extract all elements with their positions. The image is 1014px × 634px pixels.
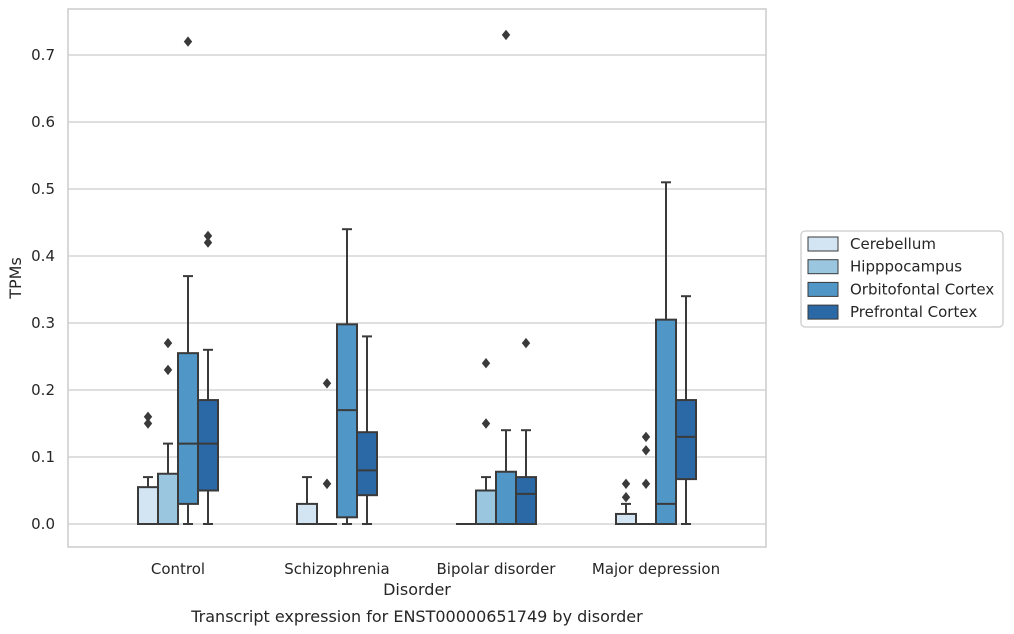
box-orbitofontal-cortex (177, 36, 199, 525)
outlier-point (621, 492, 631, 503)
x-tick-label: Control (151, 560, 205, 578)
box-orbitofontal-cortex (336, 228, 358, 525)
box-groups (137, 29, 697, 526)
y-tick-label: 0.6 (31, 113, 55, 131)
outlier-point (163, 364, 173, 376)
box-prefrontal-cortex (515, 337, 537, 526)
box-orbitofontal-cortex (495, 29, 517, 525)
box-body (336, 323, 358, 519)
box-body (615, 512, 637, 526)
outlier-point (322, 478, 332, 489)
box-body (515, 476, 537, 526)
outlier-point (322, 378, 332, 389)
y-tick-label: 0.1 (31, 448, 55, 466)
box-body (655, 318, 677, 525)
box-orbitofontal-cortex (655, 181, 677, 525)
outlier-point (203, 230, 213, 242)
legend-swatch (807, 259, 839, 275)
plot-area-frame (67, 8, 767, 548)
x-tick-label: Schizophrenia (284, 560, 389, 578)
legend-swatch (807, 281, 839, 297)
y-axis-ticks: 0.0 0.1 0.2 0.3 0.4 0.5 0.6 0.7 (31, 46, 55, 533)
box-hipppocampus (157, 337, 179, 525)
x-tick-label: Bipolar disorder (437, 560, 557, 578)
legend-frame (800, 230, 1004, 328)
legend-swatch (807, 236, 839, 252)
box-cerebellum (296, 476, 318, 525)
outlier-point (521, 337, 531, 349)
box-prefrontal-cortex (356, 335, 378, 525)
outlier-point (501, 29, 511, 41)
box-body (137, 486, 159, 525)
outlier-point (203, 237, 213, 248)
legend-label: Prefrontal Cortex (850, 303, 977, 321)
outlier-point (183, 36, 193, 47)
outlier-point (143, 418, 153, 429)
outlier-point (641, 478, 651, 489)
legend-swatch (807, 304, 839, 320)
legend-label: Orbitofontal Cortex (850, 280, 994, 298)
box-body (356, 431, 378, 497)
outlier-point (481, 418, 491, 429)
box-prefrontal-cortex (197, 230, 219, 525)
box-body (495, 470, 517, 525)
y-tick-label: 0.3 (31, 314, 55, 332)
box-cerebellum (615, 478, 637, 526)
x-axis-label: Disorder (383, 580, 451, 599)
x-axis-ticks: Control Schizophrenia Bipolar disorder Majo… (151, 560, 720, 578)
box-prefrontal-cortex (675, 295, 697, 525)
box-body (197, 399, 219, 492)
x-tick-label: Major depression (592, 560, 720, 578)
legend-label: Hipppocampus (850, 258, 962, 276)
outlier-point (641, 445, 651, 456)
figure-caption: Transcript expression for ENST0000065174… (190, 607, 643, 626)
box-body (475, 489, 497, 525)
box-body (675, 399, 697, 481)
box-cerebellum (137, 411, 159, 525)
box-hipppocampus (636, 431, 656, 525)
outlier-point (481, 358, 491, 369)
legend-label: Cerebellum (850, 235, 936, 253)
box-body (177, 352, 199, 505)
outlier-point (143, 411, 153, 422)
box-hipppocampus (475, 358, 497, 525)
outlier-point (641, 431, 651, 443)
box-body (157, 472, 179, 525)
box-body (296, 502, 318, 525)
legend: Cerebellum Hipppocampus Orbitofontal Corte… (800, 230, 1004, 328)
y-axis-label: TPMs (6, 257, 25, 300)
outlier-point (163, 337, 173, 349)
y-tick-label: 0.4 (31, 247, 55, 265)
outlier-point (621, 478, 631, 489)
y-tick-label: 0.5 (31, 180, 55, 198)
y-tick-label: 0.0 (31, 515, 55, 533)
y-tick-label: 0.2 (31, 381, 55, 399)
y-tick-label: 0.7 (31, 46, 55, 64)
box-hipppocampus (317, 378, 337, 525)
